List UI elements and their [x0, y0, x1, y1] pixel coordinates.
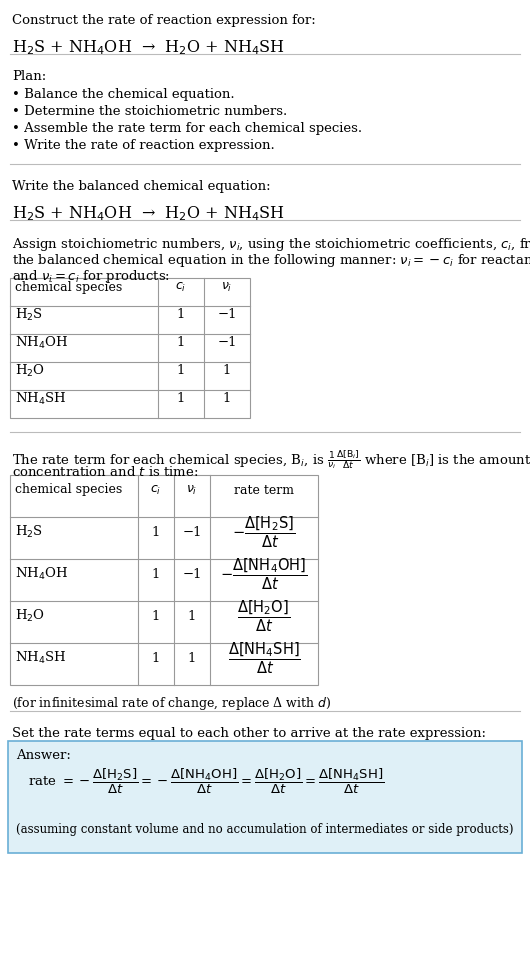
Text: The rate term for each chemical species, B$_i$, is $\frac{1}{\nu_i}\frac{\Delta[: The rate term for each chemical species,… — [12, 448, 530, 471]
Bar — [10, 475, 318, 685]
Text: Set the rate terms equal to each other to arrive at the rate expression:: Set the rate terms equal to each other t… — [12, 727, 486, 740]
Text: $-\dfrac{\Delta[\mathrm{NH_4OH}]}{\Delta t}$: $-\dfrac{\Delta[\mathrm{NH_4OH}]}{\Delta… — [220, 557, 307, 592]
Text: $\dfrac{\Delta[\mathrm{NH_4SH}]}{\Delta t}$: $\dfrac{\Delta[\mathrm{NH_4SH}]}{\Delta … — [227, 640, 301, 676]
Text: chemical species: chemical species — [15, 280, 122, 293]
Text: H$_2$S: H$_2$S — [15, 307, 43, 323]
Text: 1: 1 — [223, 393, 231, 406]
Text: −1: −1 — [217, 309, 237, 321]
Text: rate $= -\dfrac{\Delta[\mathrm{H_2S}]}{\Delta t} = -\dfrac{\Delta[\mathrm{NH_4OH: rate $= -\dfrac{\Delta[\mathrm{H_2S}]}{\… — [28, 766, 385, 796]
Text: H$_2$O: H$_2$O — [15, 363, 45, 379]
Text: −1: −1 — [217, 336, 237, 350]
Text: chemical species: chemical species — [15, 483, 122, 497]
Bar — [10, 278, 250, 418]
Text: 1: 1 — [152, 652, 160, 664]
Text: $c_i$: $c_i$ — [151, 483, 162, 497]
Text: −1: −1 — [182, 567, 202, 580]
Text: 1: 1 — [177, 336, 185, 350]
Text: Assign stoichiometric numbers, $\nu_i$, using the stoichiometric coefficients, $: Assign stoichiometric numbers, $\nu_i$, … — [12, 236, 530, 253]
Text: • Assemble the rate term for each chemical species.: • Assemble the rate term for each chemic… — [12, 122, 362, 135]
Text: NH$_4$OH: NH$_4$OH — [15, 335, 68, 351]
FancyBboxPatch shape — [8, 741, 522, 853]
Text: concentration and $t$ is time:: concentration and $t$ is time: — [12, 465, 198, 479]
Text: NH$_4$SH: NH$_4$SH — [15, 391, 66, 407]
Text: $\nu_i$: $\nu_i$ — [222, 280, 233, 294]
Text: • Balance the chemical equation.: • Balance the chemical equation. — [12, 88, 235, 101]
Text: and $\nu_i = c_i$ for products:: and $\nu_i = c_i$ for products: — [12, 268, 170, 285]
Text: 1: 1 — [177, 309, 185, 321]
Text: H$_2$S + NH$_4$OH  →  H$_2$O + NH$_4$SH: H$_2$S + NH$_4$OH → H$_2$O + NH$_4$SH — [12, 38, 285, 57]
Text: Plan:: Plan: — [12, 70, 46, 83]
Text: H$_2$S + NH$_4$OH  →  H$_2$O + NH$_4$SH: H$_2$S + NH$_4$OH → H$_2$O + NH$_4$SH — [12, 204, 285, 222]
Text: $-\dfrac{\Delta[\mathrm{H_2S}]}{\Delta t}$: $-\dfrac{\Delta[\mathrm{H_2S}]}{\Delta t… — [233, 514, 296, 550]
Text: Write the balanced chemical equation:: Write the balanced chemical equation: — [12, 180, 271, 193]
Text: (for infinitesimal rate of change, replace Δ with $d$): (for infinitesimal rate of change, repla… — [12, 695, 331, 712]
Text: the balanced chemical equation in the following manner: $\nu_i = -c_i$ for react: the balanced chemical equation in the fo… — [12, 252, 530, 269]
Text: $\nu_i$: $\nu_i$ — [187, 483, 198, 497]
Text: H$_2$O: H$_2$O — [15, 608, 45, 624]
Text: H$_2$S: H$_2$S — [15, 524, 43, 540]
Text: 1: 1 — [223, 365, 231, 377]
Text: Answer:: Answer: — [16, 749, 71, 762]
Text: • Write the rate of reaction expression.: • Write the rate of reaction expression. — [12, 139, 275, 152]
Text: • Determine the stoichiometric numbers.: • Determine the stoichiometric numbers. — [12, 105, 287, 118]
Text: $\dfrac{\Delta[\mathrm{H_2O}]}{\Delta t}$: $\dfrac{\Delta[\mathrm{H_2O}]}{\Delta t}… — [237, 598, 290, 634]
Text: 1: 1 — [152, 525, 160, 538]
Text: 1: 1 — [177, 365, 185, 377]
Text: NH$_4$SH: NH$_4$SH — [15, 650, 66, 666]
Text: (assuming constant volume and no accumulation of intermediates or side products): (assuming constant volume and no accumul… — [16, 823, 514, 836]
Text: 1: 1 — [177, 393, 185, 406]
Text: 1: 1 — [188, 652, 196, 664]
Text: $c_i$: $c_i$ — [175, 280, 187, 294]
Text: 1: 1 — [152, 567, 160, 580]
Text: −1: −1 — [182, 525, 202, 538]
Text: Construct the rate of reaction expression for:: Construct the rate of reaction expressio… — [12, 14, 316, 27]
Text: 1: 1 — [152, 610, 160, 622]
Text: NH$_4$OH: NH$_4$OH — [15, 565, 68, 582]
Text: rate term: rate term — [234, 483, 294, 497]
Text: 1: 1 — [188, 610, 196, 622]
